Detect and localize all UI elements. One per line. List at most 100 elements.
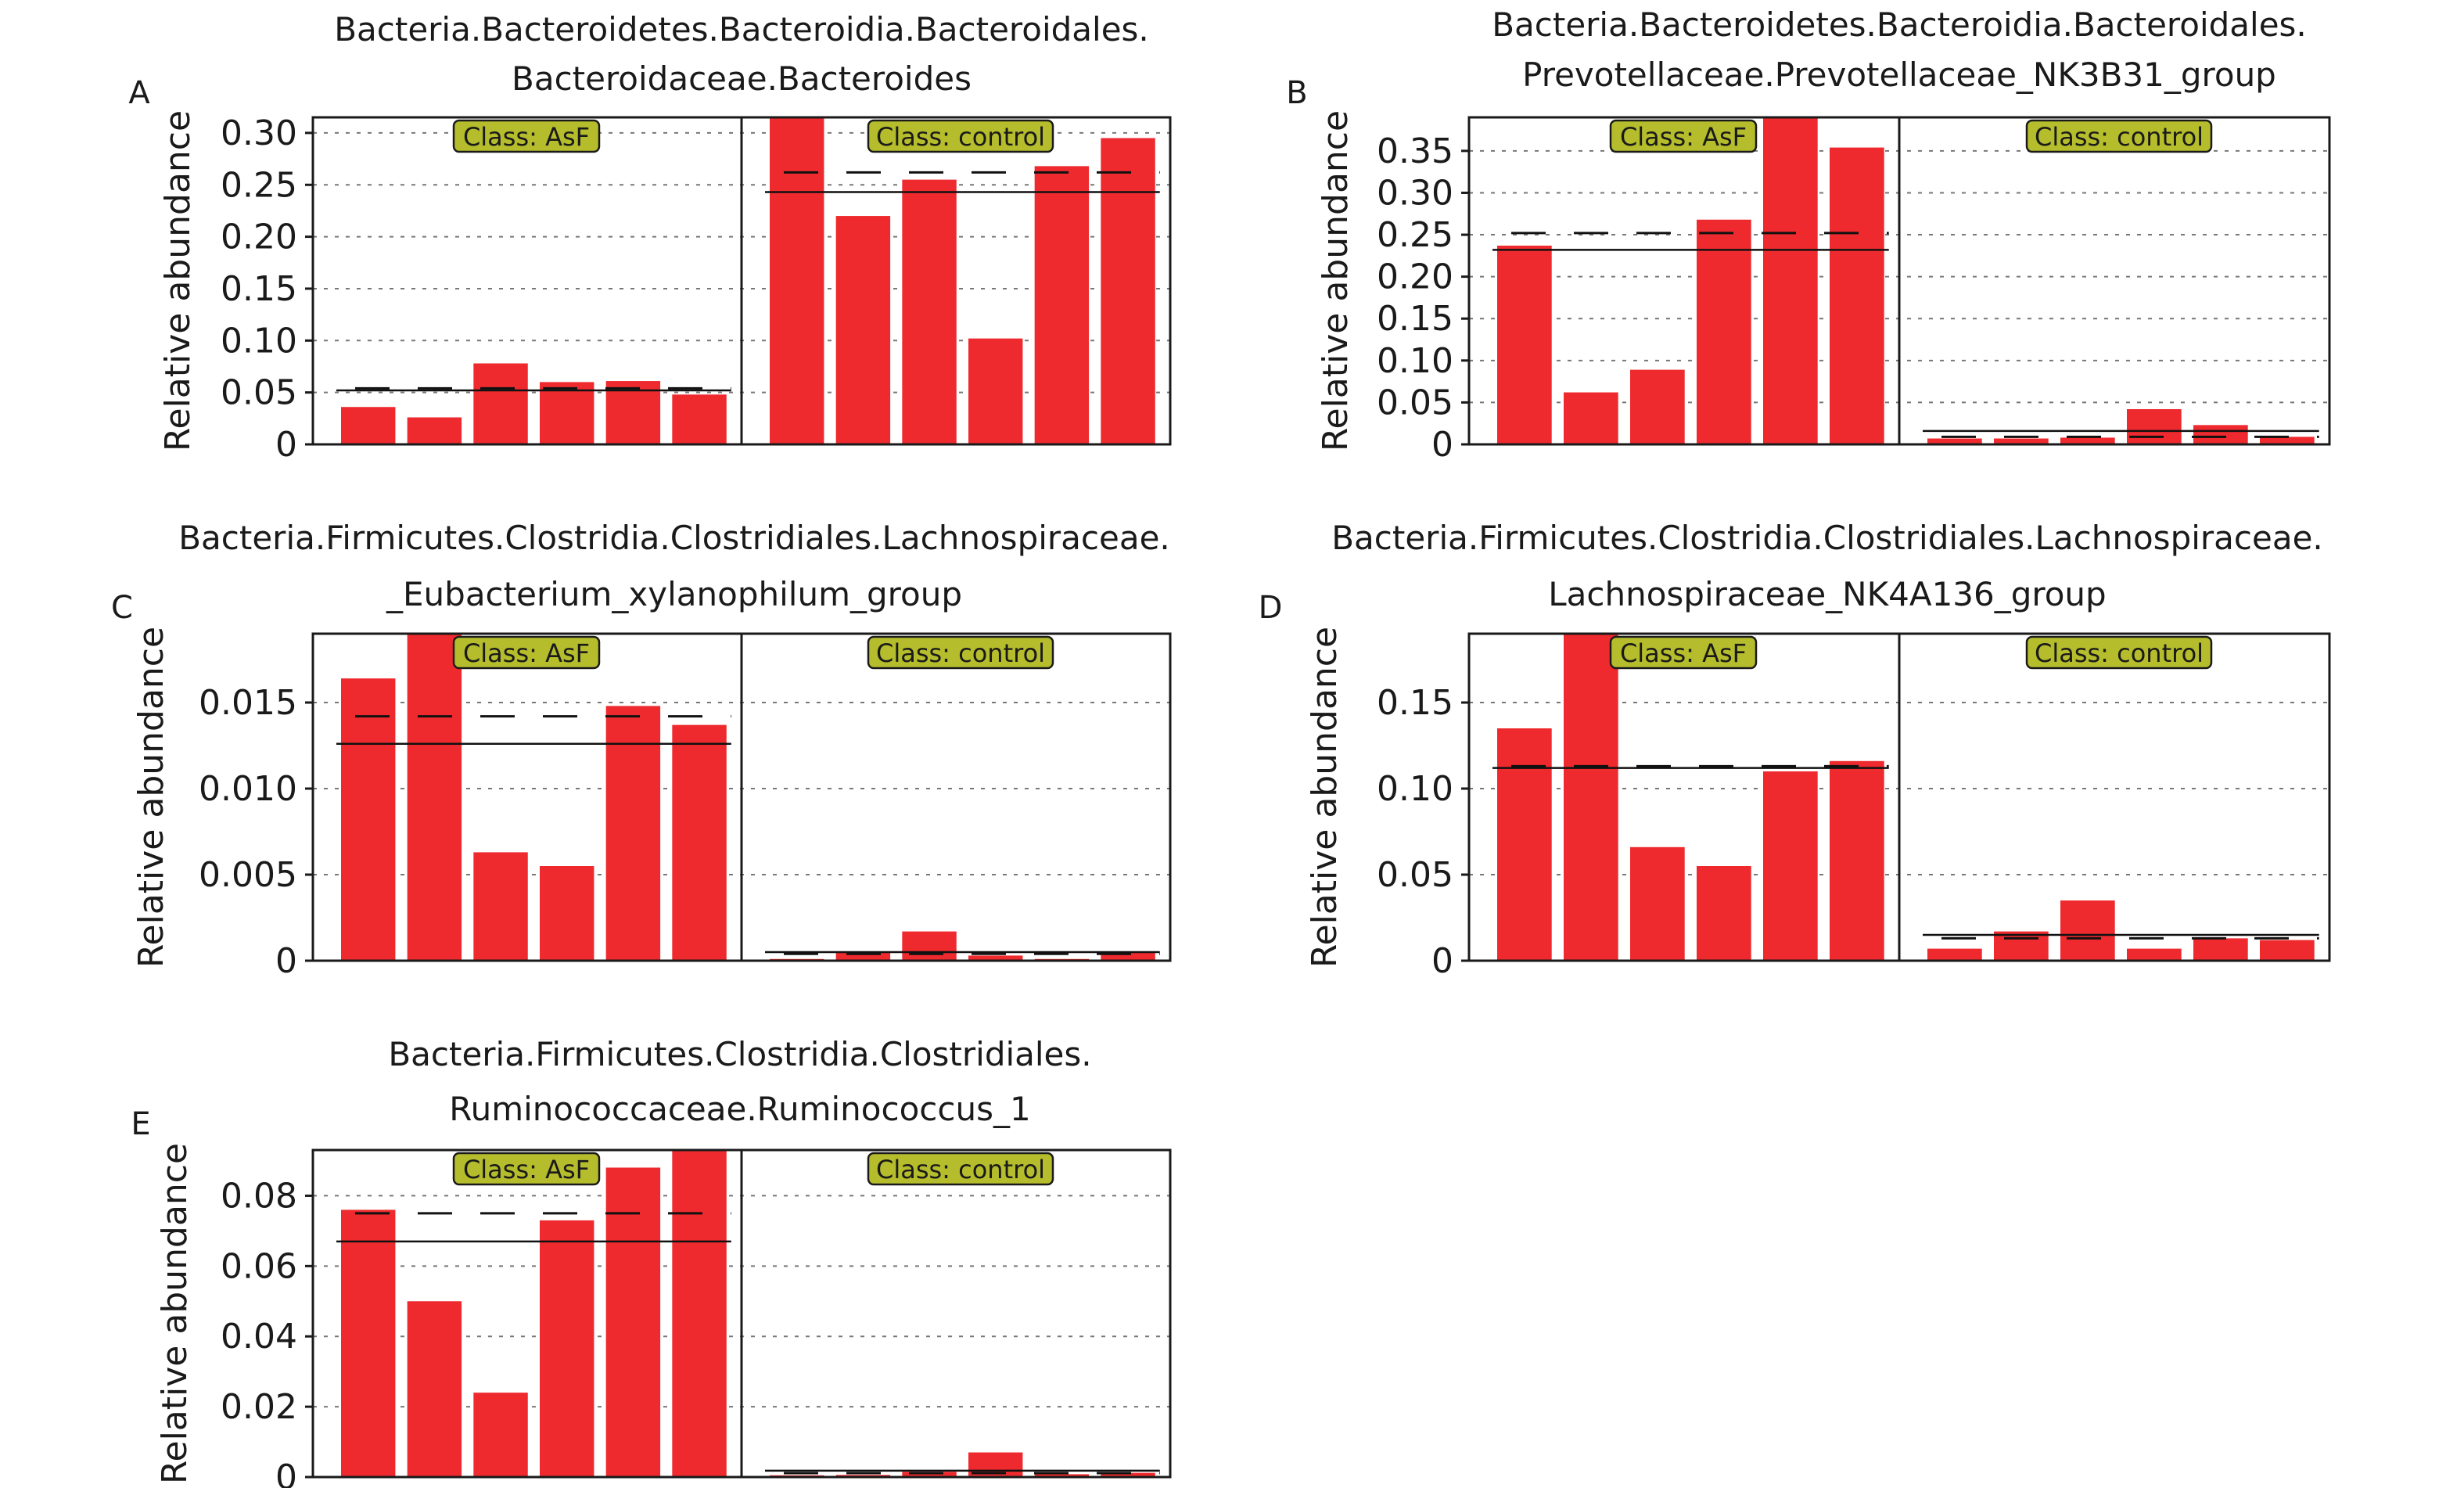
chart-title-line-2: Lachnospiraceae_NK4A136_group [1548, 575, 2106, 613]
panel-C: Bacteria.Firmicutes.Clostridia.Clostridi… [111, 519, 1172, 981]
y-tick-label: 0.06 [221, 1246, 297, 1286]
bar [672, 394, 727, 444]
bar [407, 634, 462, 961]
y-tick-label: 0.04 [221, 1317, 297, 1357]
bar [1630, 369, 1685, 444]
class-badge [2025, 635, 2213, 670]
bar [770, 117, 824, 444]
class-badge [452, 1152, 601, 1186]
class-label: Class: control [2035, 638, 2204, 668]
y-tick-label: 0.10 [1377, 769, 1453, 809]
bar [1697, 219, 1751, 444]
bar [341, 1209, 396, 1477]
y-axis-label: Relative abundance [1316, 110, 1356, 451]
y-tick-label: 0.10 [1377, 341, 1453, 381]
group-control [1923, 900, 2319, 961]
y-tick-label: 0.20 [1377, 257, 1453, 297]
y-tick-label: 0.010 [199, 769, 297, 809]
bar [605, 381, 661, 444]
y-tick-label: 0 [275, 425, 297, 465]
chart-title-line-1: Bacteria.Firmicutes.Clostridia.Clostridi… [388, 1035, 1091, 1073]
chart-title-line-1: Bacteria.Firmicutes.Clostridia.Clostridi… [178, 519, 1170, 557]
bar [2193, 938, 2248, 961]
panel-D: Bacteria.Firmicutes.Clostridia.Clostridi… [1259, 519, 2331, 981]
bar [1101, 138, 1155, 444]
bar [1763, 117, 1818, 444]
bar [1927, 438, 1982, 444]
class-label: Class: AsF [1620, 638, 1747, 668]
chart-title-line-2: Bacteroidaceae.Bacteroides [512, 59, 972, 98]
class-label: Class: AsF [1620, 122, 1747, 152]
group-asf [336, 1150, 731, 1477]
y-tick-label: 0.15 [221, 269, 297, 309]
group-asf [1492, 634, 1889, 961]
bar [835, 952, 891, 961]
bar [407, 1301, 462, 1477]
bar [2127, 948, 2182, 961]
group-asf [336, 634, 731, 961]
bar [473, 363, 528, 444]
class-badge [867, 119, 1054, 153]
panel-letter: B [1286, 75, 1307, 111]
y-axis-label: Relative abundance [155, 1143, 195, 1484]
panel-letter: A [128, 75, 150, 111]
group-control [765, 117, 1160, 444]
class-badge [867, 1152, 1054, 1186]
bar [672, 1150, 727, 1477]
bar [1927, 948, 1982, 961]
class-label: Class: AsF [463, 638, 590, 668]
y-tick-label: 0.05 [221, 373, 297, 413]
y-tick-label: 0.35 [1377, 131, 1453, 171]
bar [902, 931, 957, 961]
bar [902, 1472, 957, 1477]
y-tick-label: 0.05 [1377, 383, 1453, 422]
bar [540, 866, 594, 961]
class-label: Class: control [876, 638, 1045, 668]
bar [902, 179, 957, 444]
bar [1497, 728, 1552, 961]
class-badge [1609, 119, 1758, 153]
group-control [1923, 408, 2319, 444]
bar [605, 706, 661, 961]
bar [968, 955, 1023, 961]
class-badge [452, 119, 601, 153]
bar [1994, 931, 2049, 961]
class-label: Class: AsF [463, 1155, 590, 1184]
chart-title-line-1: Bacteria.Firmicutes.Clostridia.Clostridi… [1331, 519, 2323, 557]
chart-title-line-2: Prevotellaceae.Prevotellaceae_NK3B31_gro… [1522, 56, 2276, 94]
bar [1763, 771, 1818, 961]
class-badge [1609, 635, 1758, 670]
y-tick-label: 0.005 [199, 855, 297, 895]
bar [968, 338, 1023, 444]
chart-title-line-2: _Eubacterium_xylanophilum_group [386, 575, 962, 613]
y-tick-label: 0.05 [1377, 855, 1453, 895]
class-badge [2025, 119, 2213, 153]
class-label: Class: control [876, 122, 1045, 152]
class-badge [867, 635, 1054, 670]
bar [1564, 392, 1618, 444]
bar [672, 724, 727, 961]
y-tick-label: 0.25 [221, 165, 297, 205]
bar [1101, 1472, 1155, 1477]
bar [2060, 900, 2115, 961]
chart-title-line-1: Bacteria.Bacteroidetes.Bacteroidia.Bacte… [1492, 5, 2307, 44]
bar [1630, 846, 1685, 961]
panel-B: Bacteria.Bacteroidetes.Bacteroidia.Bacte… [1286, 5, 2331, 465]
y-tick-label: 0.20 [221, 217, 297, 257]
y-tick-label: 0 [1431, 425, 1453, 465]
bar [1497, 245, 1552, 444]
bar [1101, 952, 1155, 961]
bar [2260, 437, 2315, 444]
bar [1034, 166, 1090, 444]
bar [473, 1393, 528, 1477]
y-tick-label: 0.25 [1377, 215, 1453, 255]
bar [341, 407, 396, 444]
bar [1994, 438, 2049, 444]
y-tick-label: 0.30 [221, 113, 297, 153]
panel-letter: D [1259, 590, 1283, 626]
bar [1830, 760, 1884, 961]
bar [1697, 866, 1751, 961]
class-label: Class: control [876, 1155, 1045, 1184]
panel-A: Bacteria.Bacteroidetes.Bacteroidia.Bacte… [128, 10, 1172, 465]
